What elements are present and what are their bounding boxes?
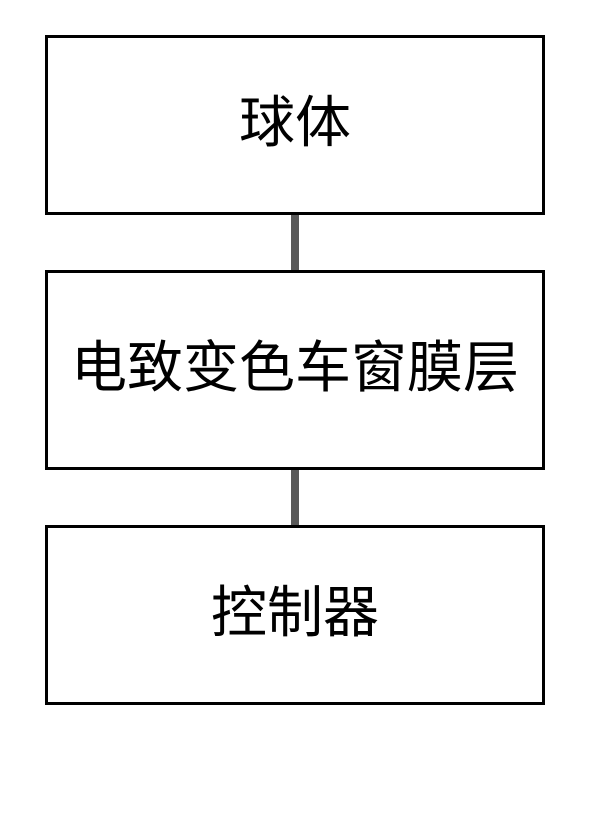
flowchart-node-1: 球体 — [45, 35, 545, 215]
flowchart-node-2: 电致变色车窗膜层 — [45, 270, 545, 470]
connector-1-2 — [291, 215, 299, 270]
node-2-label: 电致变色车窗膜层 — [71, 336, 519, 403]
connector-2-3 — [291, 470, 299, 525]
node-1-label: 球体 — [239, 91, 351, 158]
node-3-label: 控制器 — [211, 581, 379, 648]
flowchart-node-3: 控制器 — [45, 525, 545, 705]
flowchart-diagram: 球体 电致变色车窗膜层 控制器 — [45, 35, 545, 705]
